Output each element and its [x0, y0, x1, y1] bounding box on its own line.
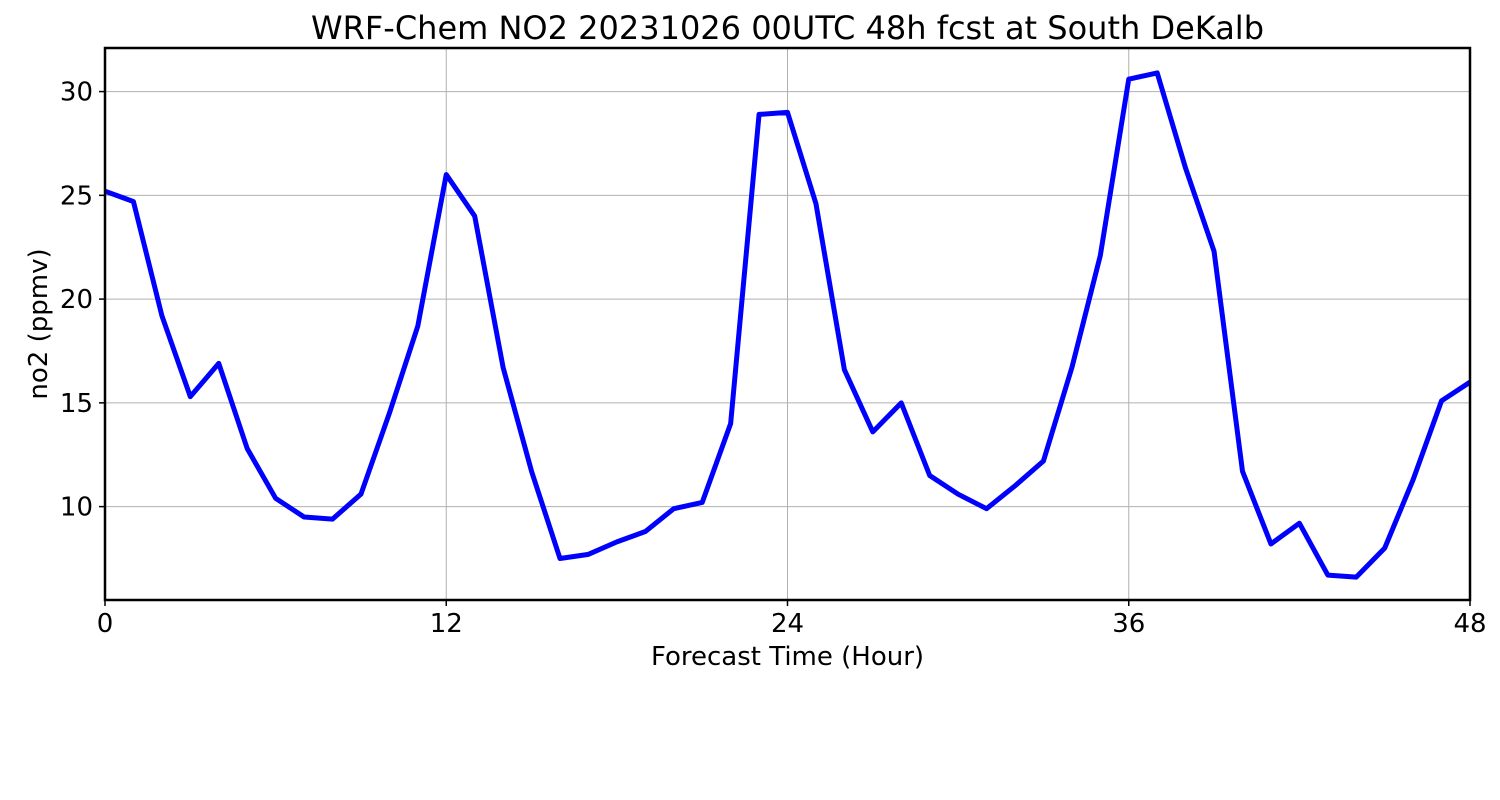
chart-title: WRF-Chem NO2 20231026 00UTC 48h fcst at … — [311, 9, 1264, 47]
x-tick-label: 48 — [1453, 609, 1486, 639]
y-tick-label: 10 — [60, 493, 93, 523]
x-tick-label: 36 — [1112, 609, 1145, 639]
y-axis-label: no2 (ppmv) — [24, 248, 54, 399]
x-tick-label: 0 — [97, 609, 114, 639]
x-tick-label: 24 — [771, 609, 804, 639]
y-tick-label: 30 — [60, 78, 93, 108]
x-tick-label: 12 — [430, 609, 463, 639]
y-tick-label: 20 — [60, 285, 93, 315]
x-axis-label: Forecast Time (Hour) — [651, 642, 924, 672]
plot-frame — [103, 46, 1472, 602]
axis-ticks: 0 12 24 36 48 10 15 20 25 30 — [60, 78, 1487, 639]
y-tick-label: 25 — [60, 181, 93, 211]
y-tick-label: 15 — [60, 389, 93, 419]
